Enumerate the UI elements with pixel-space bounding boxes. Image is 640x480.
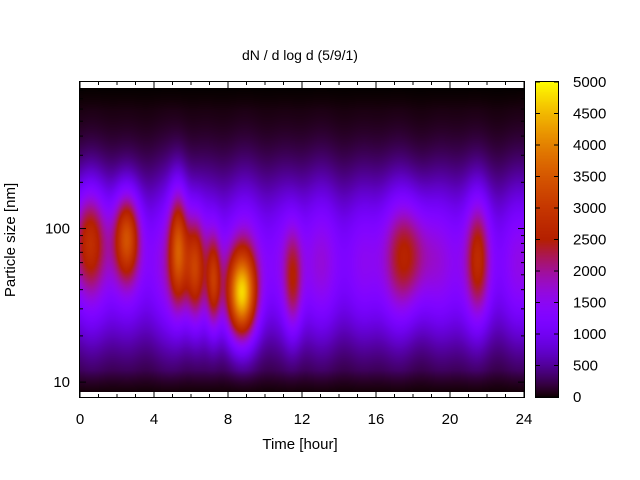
x-tick-label: 24 (516, 411, 533, 428)
colorbar-tick-label: 1500 (573, 295, 606, 312)
x-tick-label: 16 (368, 411, 385, 428)
y-tick-label: 10 (53, 374, 70, 391)
plot-area: 0 4 8 12 16 20 24 10 100 (45, 81, 533, 428)
colorbar-tick-label: 0 (573, 389, 581, 406)
x-tick-label: 12 (294, 411, 311, 428)
colorbar-tick-label: 2500 (573, 232, 606, 249)
colorbar-gradient (536, 81, 558, 398)
colorbar-gradient-wrapper (536, 81, 558, 398)
heatmap-image-wrapper (80, 88, 524, 392)
colorbar-tick-label: 5000 (573, 74, 606, 91)
y-axis-label: Particle size [nm] (2, 183, 19, 297)
x-axis: 0 4 8 12 16 20 24 (76, 82, 533, 428)
colorbar-tick-label: 2000 (573, 263, 606, 280)
colorbar-tick-label: 4000 (573, 137, 606, 154)
y-axis: 10 100 (45, 89, 524, 391)
heatmap-canvas (80, 88, 524, 392)
x-tick-label: 4 (150, 411, 158, 428)
colorbar-tick-label: 4500 (573, 106, 606, 123)
colorbar-frame (535, 81, 559, 398)
x-tick-label: 20 (442, 411, 459, 428)
colorbar-tick-label: 1000 (573, 326, 606, 343)
x-tick-label: 0 (76, 411, 84, 428)
colorbar-tick-label: 3000 (573, 200, 606, 217)
y-tick-label: 100 (45, 221, 70, 238)
colorbar-axis: 0 500 1000 1500 2000 2500 3000 3500 4000 4500 5000 (536, 74, 606, 406)
plot-frame (79, 81, 525, 398)
colorbar-tick-label: 500 (573, 358, 598, 375)
colorbar: 0 500 1000 1500 2000 2500 3000 3500 4000 4500 5000 (535, 74, 606, 406)
x-axis-label: Time [hour] (262, 436, 337, 453)
x-tick-label: 8 (224, 411, 232, 428)
colorbar-tick-label: 3500 (573, 169, 606, 186)
chart-title: dN / d log d (5/9/1) (242, 47, 358, 63)
